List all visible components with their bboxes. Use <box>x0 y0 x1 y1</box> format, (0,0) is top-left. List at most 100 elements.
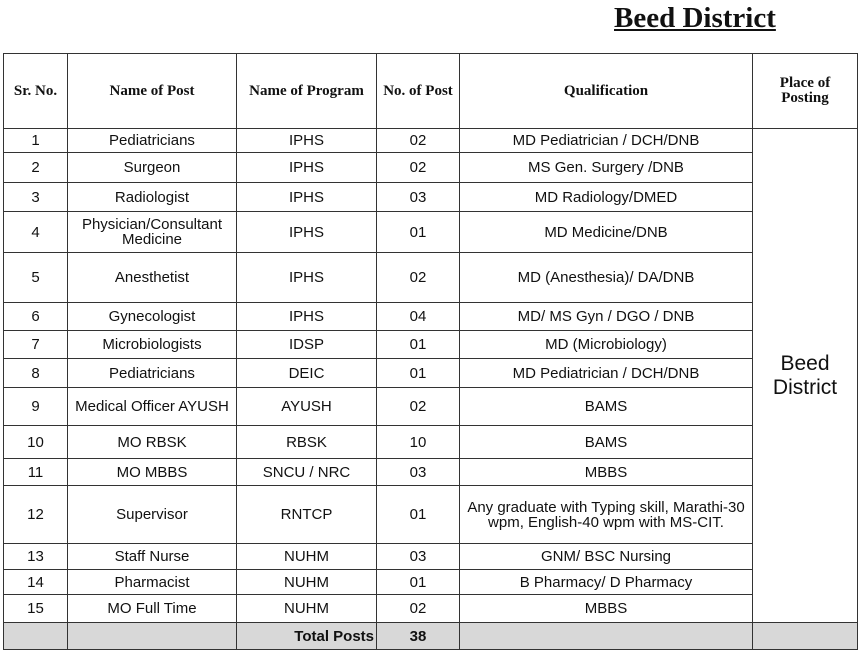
qualification: BAMS <box>459 425 753 459</box>
program: NUHM <box>236 594 377 623</box>
post-name: Radiologist <box>67 182 237 212</box>
place-of-posting: Beed District <box>752 128 858 623</box>
table-row: 9 Medical Officer AYUSH AYUSH 02 BAMS <box>3 387 858 426</box>
table-row: 15 MO Full Time NUHM 02 MBBS <box>3 594 858 623</box>
program: IDSP <box>236 330 377 359</box>
program: IPHS <box>236 128 377 153</box>
post-count: 02 <box>376 252 460 303</box>
column-header: Name of Post <box>67 53 237 129</box>
empty-cell <box>459 622 753 650</box>
sr-no: 10 <box>3 425 68 459</box>
post-count: 04 <box>376 302 460 331</box>
program: SNCU / NRC <box>236 458 377 486</box>
qualification: MD Pediatrician / DCH/DNB <box>459 358 753 388</box>
header-row: Sr. No. Name of Post Name of Program No. of… <box>3 53 858 129</box>
post-count: 02 <box>376 387 460 426</box>
post-count: 01 <box>376 358 460 388</box>
post-name: MO Full Time <box>67 594 237 623</box>
table-body: 1 Pediatricians IPHS 02 MD Pediatrician / DC… <box>3 128 858 650</box>
post-count: 01 <box>376 569 460 595</box>
post-name: Pediatricians <box>67 128 237 153</box>
table-row: 14 Pharmacist NUHM 01 B Pharmacy/ D Pharmacy <box>3 569 858 595</box>
post-name: Supervisor <box>67 485 237 544</box>
post-count: 01 <box>376 330 460 359</box>
empty-cell <box>752 622 858 650</box>
qualification: BAMS <box>459 387 753 426</box>
program: IPHS <box>236 211 377 253</box>
post-count: 03 <box>376 543 460 570</box>
sr-no: 5 <box>3 252 68 303</box>
sr-no: 3 <box>3 182 68 212</box>
empty-cell <box>67 622 237 650</box>
sr-no: 2 <box>3 152 68 183</box>
post-name: MO RBSK <box>67 425 237 459</box>
post-count: 01 <box>376 211 460 253</box>
table-row: 7 Microbiologists IDSP 01 MD (Microbiology) <box>3 330 858 359</box>
column-header: Name of Program <box>236 53 377 129</box>
post-name: Microbiologists <box>67 330 237 359</box>
program: IPHS <box>236 152 377 183</box>
sr-no: 12 <box>3 485 68 544</box>
table-row: 10 MO RBSK RBSK 10 BAMS <box>3 425 858 459</box>
table-row: 13 Staff Nurse NUHM 03 GNM/ BSC Nursing <box>3 543 858 570</box>
post-name: Physician/Consultant Medicine <box>67 211 237 253</box>
table-row: 6 Gynecologist IPHS 04 MD/ MS Gyn / DGO / DN… <box>3 302 858 331</box>
post-count: 10 <box>376 425 460 459</box>
table-row: 4 Physician/Consultant Medicine IPHS 01 MD M… <box>3 211 858 253</box>
qualification: MS Gen. Surgery /DNB <box>459 152 753 183</box>
post-name: Pediatricians <box>67 358 237 388</box>
qualification: MD (Microbiology) <box>459 330 753 359</box>
post-count: 02 <box>376 594 460 623</box>
table-row: 8 Pediatricians DEIC 01 MD Pediatrician / DC… <box>3 358 858 388</box>
total-value: 38 <box>376 622 460 650</box>
column-header: No. of Post <box>376 53 460 129</box>
total-label: Total Posts <box>236 622 377 650</box>
post-name: Gynecologist <box>67 302 237 331</box>
sr-no: 11 <box>3 458 68 486</box>
qualification: MD Radiology/DMED <box>459 182 753 212</box>
empty-cell <box>3 622 68 650</box>
sr-no: 6 <box>3 302 68 331</box>
post-count: 01 <box>376 485 460 544</box>
qualification: MBBS <box>459 458 753 486</box>
qualification: GNM/ BSC Nursing <box>459 543 753 570</box>
sr-no: 14 <box>3 569 68 595</box>
table-row: 3 Radiologist IPHS 03 MD Radiology/DMED <box>3 182 858 212</box>
post-name: Medical Officer AYUSH <box>67 387 237 426</box>
post-name: Staff Nurse <box>67 543 237 570</box>
sr-no: 7 <box>3 330 68 359</box>
table-row: 2 Surgeon IPHS 02 MS Gen. Surgery /DNB <box>3 152 858 183</box>
posts-table: Sr. No. Name of Post Name of Program No. of… <box>3 53 858 650</box>
qualification: MD Pediatrician / DCH/DNB <box>459 128 753 153</box>
post-name: Pharmacist <box>67 569 237 595</box>
post-name: Anesthetist <box>67 252 237 303</box>
post-count: 03 <box>376 458 460 486</box>
table-row: 12 Supervisor RNTCP 01 Any graduate with Typ… <box>3 485 858 544</box>
qualification: Any graduate with Typing skill, Marathi-… <box>459 485 753 544</box>
program: IPHS <box>236 302 377 331</box>
post-name: MO MBBS <box>67 458 237 486</box>
table-row: 1 Pediatricians IPHS 02 MD Pediatrician / DC… <box>3 128 858 623</box>
sr-no: 15 <box>3 594 68 623</box>
title: Beed District <box>614 2 776 34</box>
program: DEIC <box>236 358 377 388</box>
qualification: MBBS <box>459 594 753 623</box>
post-count: 02 <box>376 152 460 183</box>
column-header: Sr. No. <box>3 53 68 129</box>
table-row: 11 MO MBBS SNCU / NRC 03 MBBS <box>3 458 858 486</box>
post-name: Surgeon <box>67 152 237 183</box>
sr-no: 1 <box>3 128 68 153</box>
program: IPHS <box>236 182 377 212</box>
sr-no: 9 <box>3 387 68 426</box>
column-header: Qualification <box>459 53 753 129</box>
sr-no: 8 <box>3 358 68 388</box>
sr-no: 13 <box>3 543 68 570</box>
program: NUHM <box>236 569 377 595</box>
program: IPHS <box>236 252 377 303</box>
column-header: Place of Posting <box>752 53 858 129</box>
program: RNTCP <box>236 485 377 544</box>
sr-no: 4 <box>3 211 68 253</box>
qualification: B Pharmacy/ D Pharmacy <box>459 569 753 595</box>
program: RBSK <box>236 425 377 459</box>
